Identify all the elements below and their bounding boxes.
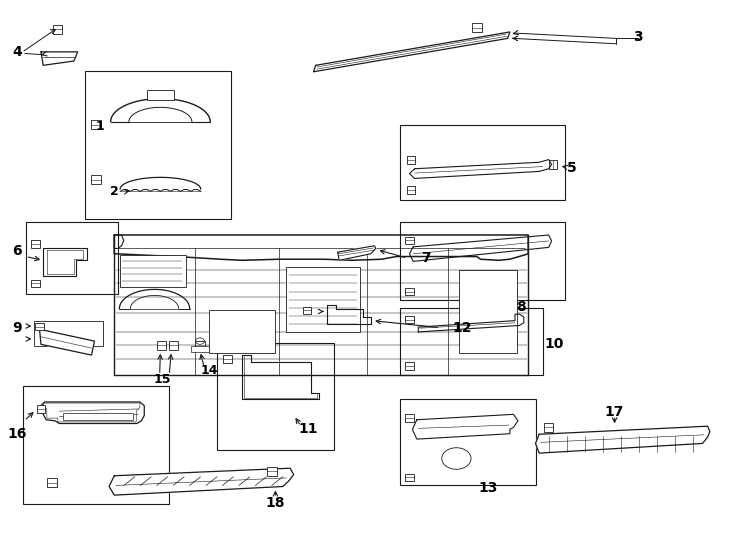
- Text: 10: 10: [544, 338, 564, 352]
- Bar: [400, 221, 564, 300]
- Bar: [405, 362, 414, 370]
- Bar: [148, 90, 173, 100]
- Bar: [31, 240, 40, 248]
- Bar: [405, 316, 414, 323]
- Bar: [400, 308, 543, 375]
- Text: 12: 12: [452, 321, 472, 335]
- Bar: [85, 71, 231, 219]
- Bar: [405, 288, 414, 295]
- Bar: [26, 221, 118, 294]
- Bar: [91, 120, 101, 130]
- Bar: [400, 125, 564, 200]
- Bar: [217, 343, 334, 450]
- Bar: [405, 237, 414, 244]
- Bar: [472, 23, 482, 32]
- Bar: [407, 186, 415, 194]
- Text: 8: 8: [516, 300, 526, 314]
- Polygon shape: [109, 468, 294, 495]
- Polygon shape: [536, 426, 710, 453]
- Bar: [47, 478, 57, 487]
- Bar: [302, 307, 311, 314]
- Text: 2: 2: [110, 185, 119, 198]
- Bar: [91, 175, 101, 184]
- Bar: [405, 414, 414, 422]
- Bar: [191, 347, 209, 352]
- Bar: [34, 321, 103, 347]
- Bar: [63, 413, 133, 420]
- Bar: [35, 323, 44, 330]
- Bar: [54, 25, 62, 33]
- Bar: [37, 405, 46, 413]
- Polygon shape: [313, 32, 510, 72]
- Text: 3: 3: [633, 30, 643, 44]
- Bar: [31, 280, 40, 287]
- Bar: [459, 270, 517, 354]
- Text: 7: 7: [421, 251, 430, 265]
- Bar: [223, 355, 232, 363]
- Bar: [170, 341, 178, 350]
- Text: 5: 5: [567, 161, 577, 174]
- Text: 4: 4: [12, 45, 22, 59]
- Bar: [209, 310, 275, 354]
- Polygon shape: [338, 246, 376, 260]
- Bar: [158, 341, 167, 350]
- Text: 9: 9: [12, 321, 21, 335]
- Bar: [23, 386, 170, 504]
- Bar: [286, 267, 360, 332]
- Text: 14: 14: [200, 364, 218, 377]
- Bar: [544, 423, 553, 431]
- Polygon shape: [40, 329, 95, 355]
- Bar: [120, 255, 186, 287]
- Bar: [195, 341, 205, 350]
- Bar: [400, 399, 536, 485]
- Bar: [407, 156, 415, 164]
- Text: 13: 13: [478, 481, 498, 495]
- Polygon shape: [41, 52, 78, 65]
- Text: 15: 15: [153, 373, 170, 386]
- Text: 18: 18: [266, 496, 286, 510]
- Text: 11: 11: [299, 422, 318, 436]
- Text: 17: 17: [605, 404, 625, 418]
- Text: 1: 1: [96, 120, 105, 133]
- Bar: [405, 474, 414, 481]
- Text: 16: 16: [7, 427, 26, 441]
- Bar: [267, 467, 277, 476]
- Text: 6: 6: [12, 244, 21, 258]
